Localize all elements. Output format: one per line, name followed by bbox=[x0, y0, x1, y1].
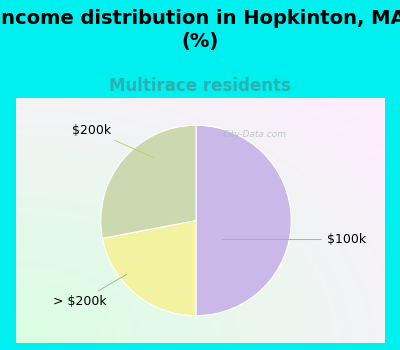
Text: City-Data.com: City-Data.com bbox=[222, 130, 286, 139]
Wedge shape bbox=[196, 125, 291, 316]
Wedge shape bbox=[101, 125, 196, 238]
Text: Multirace residents: Multirace residents bbox=[109, 77, 291, 95]
Text: $100k: $100k bbox=[222, 233, 366, 246]
Text: > $200k: > $200k bbox=[53, 274, 127, 308]
Text: Income distribution in Hopkinton, MA
(%): Income distribution in Hopkinton, MA (%) bbox=[0, 9, 400, 51]
Text: $200k: $200k bbox=[72, 124, 153, 158]
Wedge shape bbox=[102, 220, 196, 316]
